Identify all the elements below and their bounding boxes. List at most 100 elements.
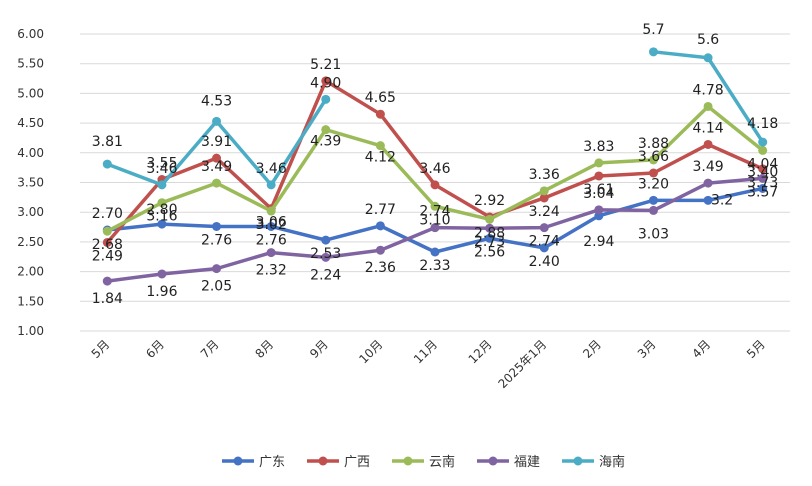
data-label: 1.84	[92, 291, 123, 307]
data-label: 3.06	[256, 215, 287, 231]
data-point	[594, 158, 604, 168]
data-point	[266, 221, 276, 231]
legend-marker	[488, 456, 498, 466]
data-point	[375, 221, 385, 231]
data-label: 2.33	[419, 258, 450, 274]
data-label: 3.2	[711, 192, 733, 208]
data-point	[266, 248, 276, 258]
data-label: 3.02	[256, 217, 287, 233]
y-tick-label: 1.00	[17, 324, 44, 338]
legend-label: 云南	[429, 454, 455, 470]
data-point	[266, 180, 276, 190]
data-point	[594, 171, 604, 181]
data-label: 1.96	[146, 284, 177, 300]
data-label: 2.56	[474, 244, 505, 260]
y-tick-label: 5.50	[17, 57, 44, 71]
data-point	[703, 53, 713, 63]
data-point	[102, 237, 112, 247]
data-point	[648, 205, 658, 215]
data-label: 5.21	[310, 57, 341, 73]
x-axis-ticks: 5月 6月 7月 8月 9月 10月 11月 12月 2025年1月 2月 3月 4月 5月	[89, 337, 768, 391]
data-label: 2.74	[419, 204, 450, 220]
data-label: 2.32	[256, 263, 287, 279]
data-point	[539, 186, 549, 196]
data-label: 4.14	[692, 120, 723, 136]
x-tick-label: 12月	[466, 337, 495, 366]
x-tick-label: 9月	[307, 337, 331, 361]
x-tick-label: 3月	[635, 337, 659, 361]
x-tick-label: 8月	[252, 337, 276, 361]
data-point	[321, 94, 331, 104]
data-point	[758, 137, 768, 147]
y-axis-ticks: 1.00 1.50 2.00 2.50 3.00 3.50 4.00 4.50 5.00 5.50…	[17, 27, 44, 338]
legend-marker	[573, 456, 583, 466]
data-point	[102, 226, 112, 236]
data-point	[375, 245, 385, 255]
x-tick-label: 5月	[89, 337, 113, 361]
y-tick-label: 6.00	[17, 27, 44, 41]
data-label: 3.46	[419, 161, 450, 177]
data-label: 5.7	[642, 22, 664, 38]
data-point	[703, 139, 713, 149]
data-point	[430, 223, 440, 233]
x-tick-label: 6月	[143, 337, 167, 361]
y-tick-label: 4.00	[17, 146, 44, 160]
data-label: 3.73	[747, 175, 778, 191]
data-point	[157, 269, 167, 279]
data-label: 2.40	[529, 254, 560, 270]
data-label: 3.46	[256, 161, 287, 177]
data-label: 2.76	[256, 232, 287, 248]
data-point	[375, 109, 385, 119]
data-point	[430, 180, 440, 190]
x-tick-label: 4月	[689, 337, 713, 361]
data-label: 3.57	[747, 184, 778, 200]
data-point	[758, 173, 768, 183]
y-tick-label: 4.50	[17, 116, 44, 130]
data-point	[321, 252, 331, 262]
data-point	[648, 155, 658, 165]
data-point	[758, 145, 768, 155]
data-label: 4.78	[692, 82, 723, 98]
data-label: 3.20	[638, 176, 669, 192]
data-point	[157, 180, 167, 190]
data-label: 4.90	[310, 75, 341, 91]
y-tick-label: 3.00	[17, 205, 44, 219]
data-point	[266, 206, 276, 216]
data-label: 2.73	[474, 234, 505, 250]
y-tick-label: 2.00	[17, 265, 44, 279]
data-point	[539, 243, 549, 253]
data-label: 3.36	[529, 167, 560, 183]
data-label: 2.92	[474, 193, 505, 209]
legend-label: 广西	[344, 455, 370, 470]
data-point	[102, 276, 112, 286]
data-label: 2.49	[92, 248, 123, 264]
data-point	[648, 47, 658, 57]
legend-label: 海南	[599, 454, 625, 470]
data-label: 3.04	[583, 186, 614, 202]
data-point	[212, 178, 222, 188]
data-point	[485, 214, 495, 224]
data-label: 2.68	[92, 237, 123, 253]
data-point	[703, 101, 713, 111]
x-tick-label: 10月	[356, 337, 385, 366]
data-point	[703, 195, 713, 205]
data-label: 4.18	[747, 116, 778, 132]
data-label: 2.88	[474, 225, 505, 241]
data-label: 4.04	[747, 156, 778, 172]
data-label: 3.16	[146, 209, 177, 225]
x-tick-label: 5月	[744, 337, 768, 361]
data-point	[375, 141, 385, 151]
data-label: 2.76	[201, 232, 232, 248]
data-label: 3.88	[638, 136, 669, 152]
data-point	[212, 221, 222, 231]
data-point	[485, 233, 495, 243]
legend: 广东 广西 云南 福建 海南	[222, 454, 625, 470]
data-label: 4.65	[365, 90, 396, 106]
legend-marker	[318, 456, 328, 466]
data-point	[321, 125, 331, 135]
data-point	[430, 201, 440, 211]
data-point	[539, 223, 549, 233]
data-label: 4.39	[310, 134, 341, 150]
